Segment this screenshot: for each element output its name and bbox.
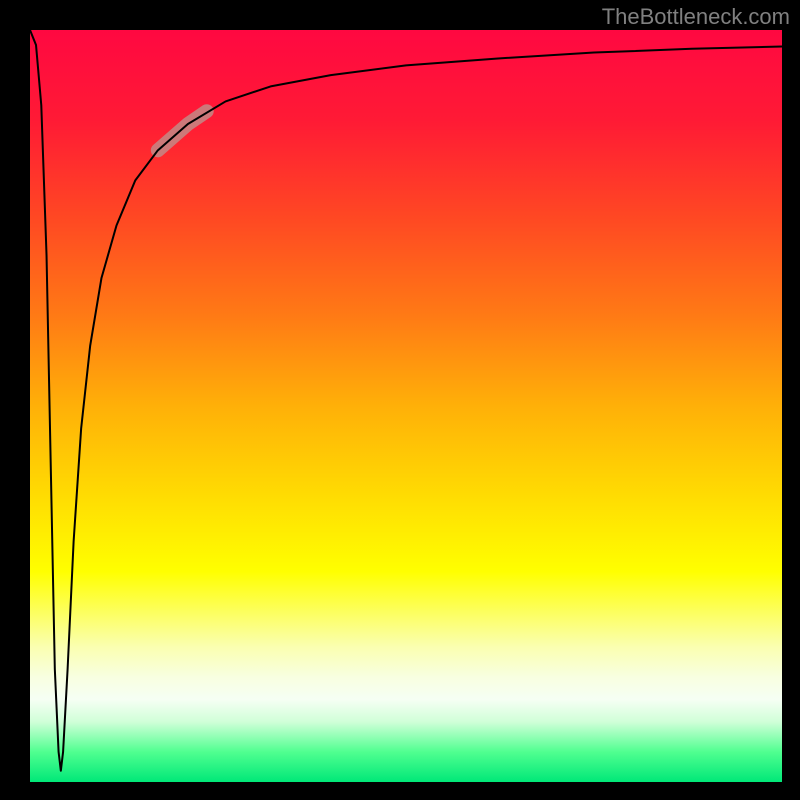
bottleneck-curve — [30, 30, 782, 771]
chart-root: TheBottleneck.com — [0, 0, 800, 800]
watermark-text: TheBottleneck.com — [602, 4, 790, 30]
plot-area — [30, 30, 782, 782]
curve-layer — [30, 30, 782, 782]
